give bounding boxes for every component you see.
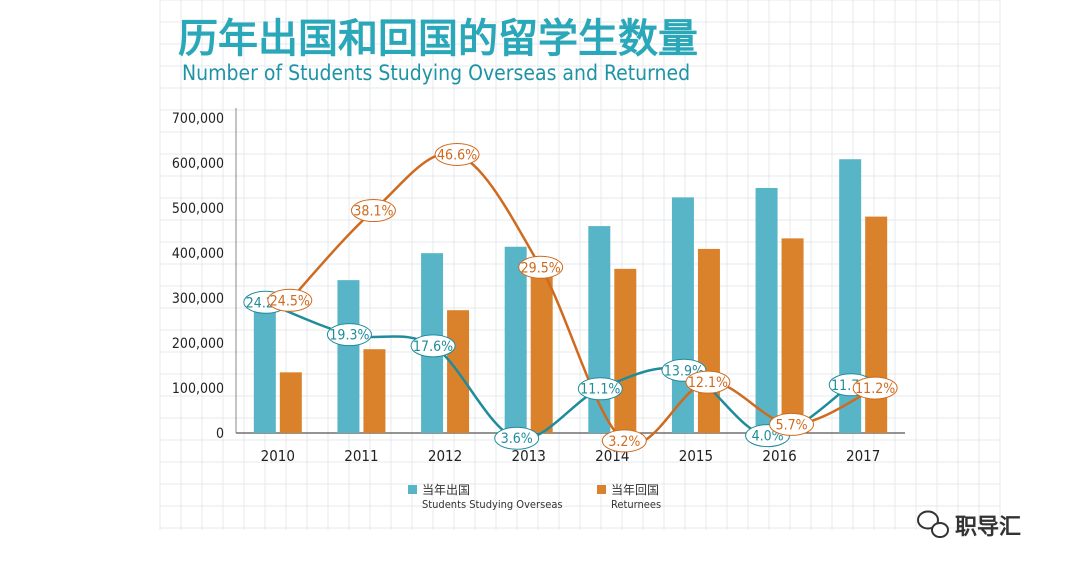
bar-overseas xyxy=(755,187,778,433)
legend-swatch xyxy=(408,485,417,494)
growth-label-text: 38.1% xyxy=(353,204,393,220)
legend-sublabel: Returnees xyxy=(611,498,661,511)
growth-label: 11.2% xyxy=(852,376,898,400)
bar-returned xyxy=(363,349,386,433)
bar-returned xyxy=(530,273,553,433)
growth-labels: 24.2%19.3%17.6%3.6%11.1%13.9%4.0%11.7%24… xyxy=(243,142,898,453)
growth-label: 12.1% xyxy=(685,370,731,394)
watermark: 职导汇 xyxy=(917,510,1021,540)
growth-label: 17.6% xyxy=(410,334,456,358)
growth-label: 46.6% xyxy=(434,142,480,166)
growth-label: 3.2% xyxy=(601,429,647,453)
growth-label-bubble xyxy=(410,334,456,358)
growth-label-bubble xyxy=(577,377,623,401)
bar-overseas xyxy=(504,246,527,433)
legend-label: 当年出国 xyxy=(422,483,470,497)
growth-label-bubble xyxy=(518,255,564,279)
growth-label: 29.5% xyxy=(518,255,564,279)
y-tick-label: 700,000 xyxy=(172,111,224,127)
growth-label-text: 4.0% xyxy=(752,429,784,445)
y-tick-label: 0 xyxy=(216,426,224,442)
growth-label-text: 24.5% xyxy=(270,293,310,309)
growth-label-bubble xyxy=(685,370,731,394)
x-tick-label: 2010 xyxy=(261,447,295,465)
x-tick-label: 2017 xyxy=(846,447,880,465)
growth-label-text: 17.6% xyxy=(413,339,453,355)
legend-label: 当年回国 xyxy=(611,483,659,497)
growth-label-text: 46.6% xyxy=(437,147,477,163)
bar-overseas xyxy=(337,280,360,433)
growth-label-text: 11.2% xyxy=(855,381,895,397)
growth-label-text: 12.1% xyxy=(688,375,728,391)
growth-label-bubble xyxy=(494,426,540,450)
growth-label-bubble xyxy=(326,323,372,347)
y-tick-label: 200,000 xyxy=(172,336,224,352)
growth-label-bubble xyxy=(769,412,815,436)
bar-overseas xyxy=(839,159,862,433)
bar-returned xyxy=(279,372,302,433)
bar-returned xyxy=(781,238,804,433)
x-tick-label: 2013 xyxy=(512,447,546,465)
x-tick-label: 2011 xyxy=(344,447,378,465)
growth-label-text: 3.6% xyxy=(501,431,533,447)
axes: 700,000 600,000 500,000 400,000 300,000 200,0… xyxy=(172,108,905,465)
y-tick-label: 500,000 xyxy=(172,201,224,217)
growth-label: 38.1% xyxy=(350,199,396,223)
growth-label: 3.6% xyxy=(494,426,540,450)
bar-returned xyxy=(614,268,637,433)
watermark-text: 职导汇 xyxy=(955,515,1021,540)
growth-label-bubble xyxy=(852,376,898,400)
x-tick-label: 2012 xyxy=(428,447,462,465)
growth-label: 19.3% xyxy=(326,323,372,347)
bar-overseas xyxy=(671,197,694,433)
growth-label-bubble xyxy=(267,288,313,312)
y-tick-label: 600,000 xyxy=(172,156,224,172)
y-tick-label: 300,000 xyxy=(172,291,224,307)
bar-overseas xyxy=(253,304,276,433)
growth-label-text: 29.5% xyxy=(521,260,561,276)
chart-title: 历年出国和回国的留学生数量 xyxy=(178,16,698,62)
growth-label: 5.7% xyxy=(769,412,815,436)
legend-sublabel: Students Studying Overseas xyxy=(422,498,563,511)
growth-label-text: 11.1% xyxy=(580,382,620,398)
x-tick-label: 2015 xyxy=(679,447,713,465)
growth-label-bubble xyxy=(434,142,480,166)
growth-label: 24.5% xyxy=(267,288,313,312)
bar-returned xyxy=(697,248,720,433)
growth-label-text: 19.3% xyxy=(329,328,369,344)
y-tick-label: 100,000 xyxy=(172,381,224,397)
growth-label-text: 3.2% xyxy=(608,434,640,450)
growth-label-bubble xyxy=(601,429,647,453)
y-tick-label: 400,000 xyxy=(172,246,224,262)
legend-swatch xyxy=(597,485,606,494)
growth-label-bubble xyxy=(350,199,396,223)
x-tick-label: 2016 xyxy=(762,447,796,465)
growth-label-text: 5.7% xyxy=(776,417,808,433)
wechat-icon xyxy=(917,510,949,538)
growth-label: 11.1% xyxy=(577,377,623,401)
chart-subtitle: Number of Students Studying Overseas and… xyxy=(182,61,690,85)
bar-returned xyxy=(865,216,888,433)
